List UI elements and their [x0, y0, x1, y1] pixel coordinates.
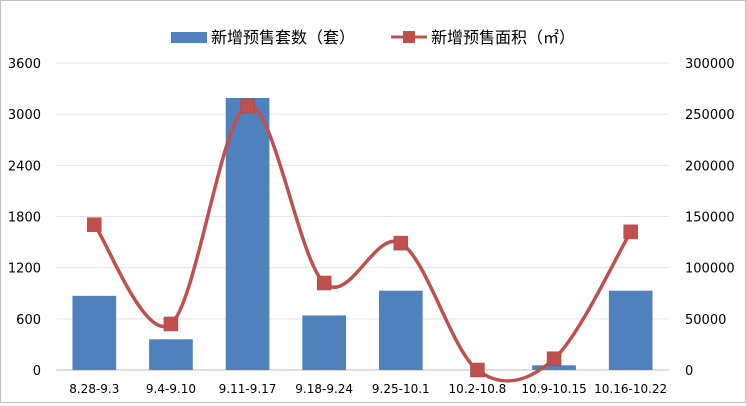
right-axis-tick-label: 300000 — [685, 57, 735, 72]
left-axis-ticks: 0 600 1200 1800 2400 3000 3600 — [8, 57, 41, 379]
right-axis-tick-label: 150000 — [685, 211, 735, 226]
right-axis-tick-label: 50000 — [685, 313, 726, 328]
bar — [302, 315, 347, 370]
left-axis-tick-label: 3000 — [8, 108, 41, 123]
right-axis-tick-label: 200000 — [685, 159, 735, 174]
left-axis-tick-label: 1800 — [8, 211, 41, 226]
bar — [608, 290, 653, 370]
x-axis-tick-label: 9.18-9.24 — [295, 382, 353, 396]
legend-line-marker — [403, 31, 415, 43]
x-axis-tick-label: 9.4-9.10 — [146, 382, 196, 396]
x-axis-tick-label: 10.16-10.22 — [594, 382, 667, 396]
left-axis-tick-label: 600 — [16, 313, 41, 328]
x-axis-tick-label: 10.9-10.15 — [521, 382, 586, 396]
bar — [72, 295, 117, 370]
bar — [378, 290, 423, 370]
x-axis-tick-label: 8.28-9.3 — [69, 382, 119, 396]
line-point — [623, 224, 638, 240]
x-axis-ticks: 8.28-9.3 9.4-9.10 9.11-9.17 9.18-9.24 9.25-1… — [69, 382, 667, 396]
bar — [532, 365, 576, 370]
line-point — [240, 98, 255, 114]
right-axis-tick-label: 100000 — [685, 262, 735, 277]
legend-bar-swatch — [171, 32, 207, 43]
left-axis-tick-label: 1200 — [8, 262, 41, 277]
legend: 新增预售套数（套） 新增预售面积（㎡） — [171, 28, 575, 47]
line-point — [87, 217, 102, 232]
line-point — [546, 351, 562, 366]
line-point — [163, 316, 179, 332]
right-axis-tick-label: 0 — [685, 364, 693, 379]
line-point — [316, 275, 332, 291]
line-series — [87, 98, 638, 383]
bar — [225, 97, 270, 370]
right-axis-tick-label: 250000 — [685, 108, 735, 123]
line-path — [92, 104, 633, 383]
right-axis-ticks: 0 50000 100000 150000 200000 250000 300000 — [685, 57, 735, 379]
x-axis-tick-label: 9.25-10.1 — [372, 382, 430, 396]
line-point — [393, 235, 409, 251]
x-axis-tick-label: 9.11-9.17 — [219, 382, 277, 396]
bar — [149, 339, 193, 370]
legend-line-label: 新增预售面积（㎡） — [431, 28, 575, 47]
legend-bar-label: 新增预售套数（套） — [211, 28, 355, 47]
line-point — [470, 362, 485, 378]
gridlines — [56, 62, 669, 371]
left-axis-tick-label: 2400 — [8, 159, 41, 174]
left-axis-tick-label: 3600 — [8, 57, 41, 72]
bar-series — [72, 97, 653, 370]
x-axis-tick-label: 10.2-10.8 — [449, 382, 507, 396]
left-axis-tick-label: 0 — [33, 364, 41, 379]
